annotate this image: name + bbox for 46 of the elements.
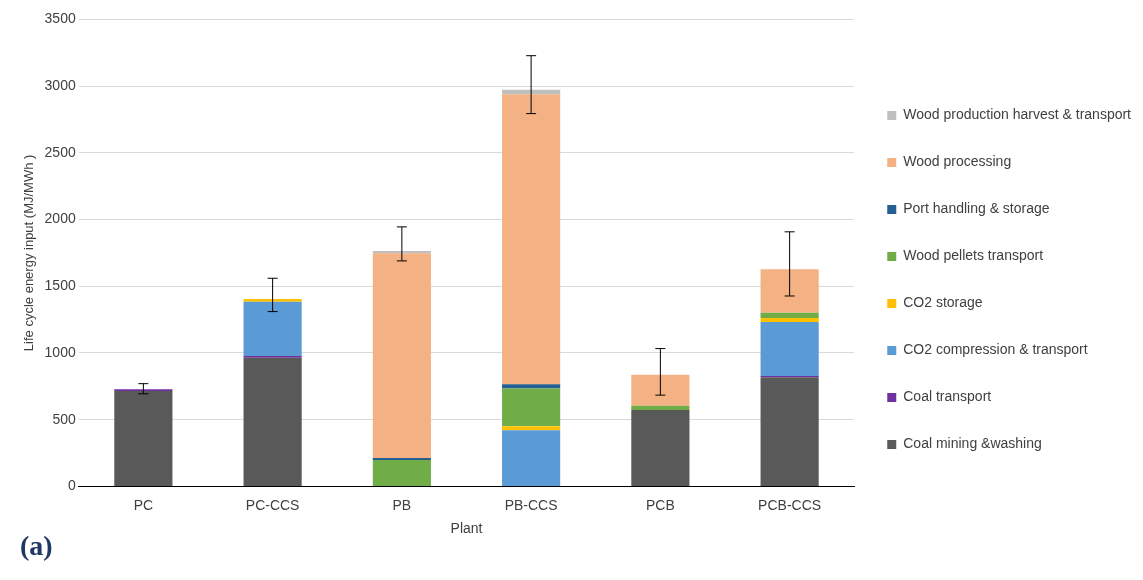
x-tick-label: PC [133,496,154,513]
bar [631,409,690,486]
x-tick-label: PB-CCS [504,496,558,513]
y-tick-label: 3500 [44,10,76,27]
bar [372,460,431,486]
bar [372,253,431,458]
legend-label: Wood processing [903,153,1012,170]
x-tick-label: PCB-CCS [758,496,822,513]
bar [502,426,561,431]
bar [502,430,561,486]
y-tick-label: 500 [52,410,76,427]
text: (a) [20,530,53,562]
bar [114,391,173,486]
bar [760,269,819,313]
legend-label: Wood pellets transport [903,247,1044,264]
bar [372,457,431,461]
bar [760,312,819,319]
bar [502,384,561,389]
bar [760,321,819,376]
y-tick-label: 2000 [44,210,76,227]
legend-label: CO2 storage [903,294,983,311]
bar [243,301,302,357]
y-tick-label: 3000 [44,76,76,93]
bar [631,405,690,410]
bar [631,374,690,406]
y-tick-label: 1500 [44,277,76,294]
legend-label: CO2 compression & transport [903,341,1088,358]
bar [760,377,819,486]
y-tick-label: 1000 [44,343,76,360]
x-tick-label: PB [392,496,412,513]
x-tick-label: PCB [645,496,675,513]
y-tick-label: 2500 [44,143,76,160]
y-axis-title: Life cycle energy input (MJ/MWh ) [21,154,37,352]
x-axis-title: Plant [450,520,483,537]
bar [502,388,561,427]
bar [372,251,431,254]
bar [243,299,302,302]
y-tick-label: 0 [67,477,76,494]
bar [760,318,819,322]
x-tick-label: PC-CCS [245,496,300,513]
bar [502,94,561,385]
legend-label: Coal transport [903,388,992,405]
legend-label: Coal mining &washing [903,435,1042,452]
legend-label: Port handling & storage [903,200,1050,217]
legend-label: Wood production harvest & transport [903,106,1132,123]
bar [243,357,302,486]
